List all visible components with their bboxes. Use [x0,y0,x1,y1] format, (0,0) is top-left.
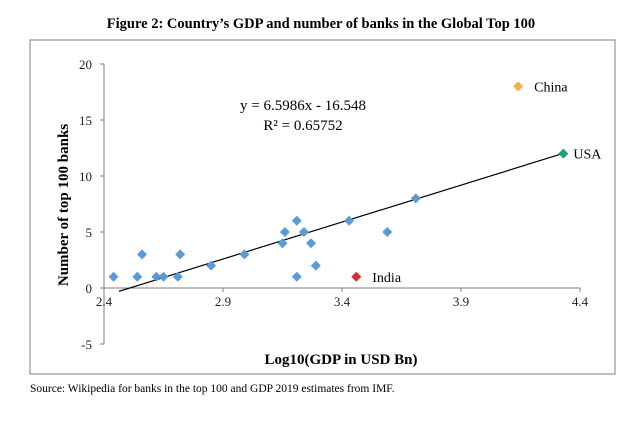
data-point [277,238,288,249]
point-label-india: India [372,271,402,286]
data-point [344,215,355,226]
data-point [137,249,148,260]
trendline-equation: y = 6.5986x - 16.548 [240,98,366,114]
point-label-usa: USA [573,148,602,163]
r-squared: R² = 0.65752 [263,118,342,134]
chart-frame [29,39,616,375]
trendline [118,152,564,292]
point-india [351,271,362,282]
x-tick-label: 2.4 [96,294,113,309]
y-ticks: -5 0 5 10 15 20 [79,57,104,352]
x-tick-label: 4.4 [572,294,589,309]
point-label-china: China [534,80,568,95]
data-point [279,227,290,237]
x-tick-label: 3.9 [453,294,469,309]
y-tick-label: 10 [79,169,92,184]
data-point [298,227,309,237]
y-axis-title: Number of top 100 banks [56,124,72,286]
data-point [206,260,217,271]
y-tick-label: -5 [81,337,92,352]
data-point [132,271,143,282]
y-tick-label: 20 [79,57,92,72]
x-axis-title: Log10(GDP in USD Bn) [265,352,418,368]
x-tick-label: 2.9 [215,294,231,309]
point-usa [558,148,569,159]
x-ticks: 2.4 2.9 3.4 3.9 4.4 [96,288,589,309]
y-tick-label: 0 [86,281,93,296]
data-point [382,227,393,237]
figure-title: Figure 2: Country’s GDP and number of ba… [106,16,536,32]
data-point [239,249,250,260]
data-point [310,260,321,271]
data-point [306,238,317,249]
data-point [410,193,421,204]
data-point [175,249,186,260]
data-point [291,215,302,226]
data-point [108,271,119,282]
x-tick-label: 3.4 [334,294,351,309]
y-tick-label: 15 [79,113,92,128]
data-point [158,271,169,282]
point-china [513,81,524,92]
data-point [151,271,162,282]
data-points [108,81,569,282]
point-labels: India China USA [372,80,602,285]
y-tick-label: 5 [86,225,93,240]
data-point [291,271,302,282]
source-note: Source: Wikipedia for banks in the top 1… [30,383,395,395]
data-point [172,271,183,282]
